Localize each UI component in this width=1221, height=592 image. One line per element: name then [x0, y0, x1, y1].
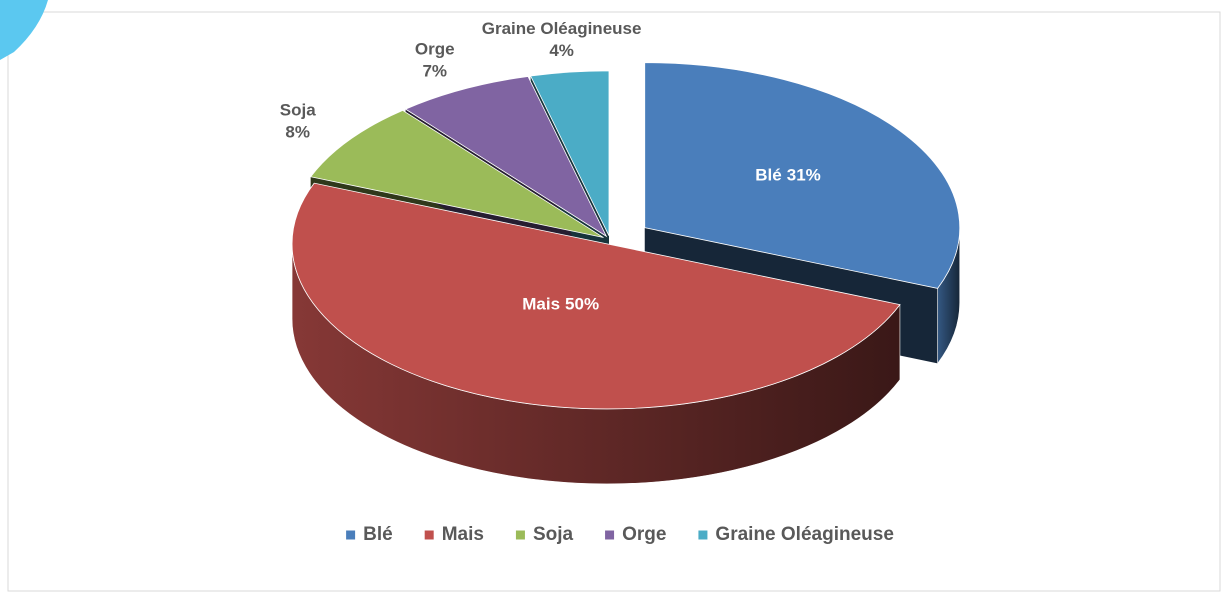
slice	[291, 182, 901, 410]
value-label: 31%	[787, 166, 821, 185]
legend-swatch	[515, 530, 525, 540]
category-label: Graine Oléagineuse	[482, 19, 642, 38]
value-label: 4%	[549, 41, 574, 60]
value-label: 8%	[285, 123, 310, 142]
value-label: 50%	[565, 295, 599, 314]
legend-label: Blé	[363, 524, 393, 545]
data-label: Blé 31%	[755, 166, 821, 185]
category-label: Orge	[415, 39, 455, 58]
legend-swatch	[346, 530, 356, 540]
slice	[644, 62, 961, 289]
legend: Blé Mais Soja Orge Graine Oléagineuse	[346, 524, 894, 545]
legend-swatch	[424, 530, 434, 540]
category-label: Soja	[280, 101, 316, 120]
slice	[309, 109, 604, 238]
value-label: 7%	[422, 61, 447, 80]
category-label: Mais	[522, 295, 560, 314]
legend-label: Graine Oléagineuse	[715, 524, 893, 545]
legend-label: Mais	[442, 524, 484, 545]
data-label: Mais 50%	[522, 295, 599, 314]
corner-shape	[0, 0, 48, 60]
legend-label: Soja	[533, 524, 574, 545]
legend-label: Orge	[622, 524, 666, 545]
legend-swatch	[605, 530, 615, 540]
category-label: Blé	[755, 166, 781, 185]
slice	[530, 70, 610, 237]
legend-swatch	[698, 530, 708, 540]
slice	[404, 76, 608, 238]
pie: Blé 31% Mais 50% Soja 8% Orge 7% Graine Oléagine…	[280, 19, 961, 485]
